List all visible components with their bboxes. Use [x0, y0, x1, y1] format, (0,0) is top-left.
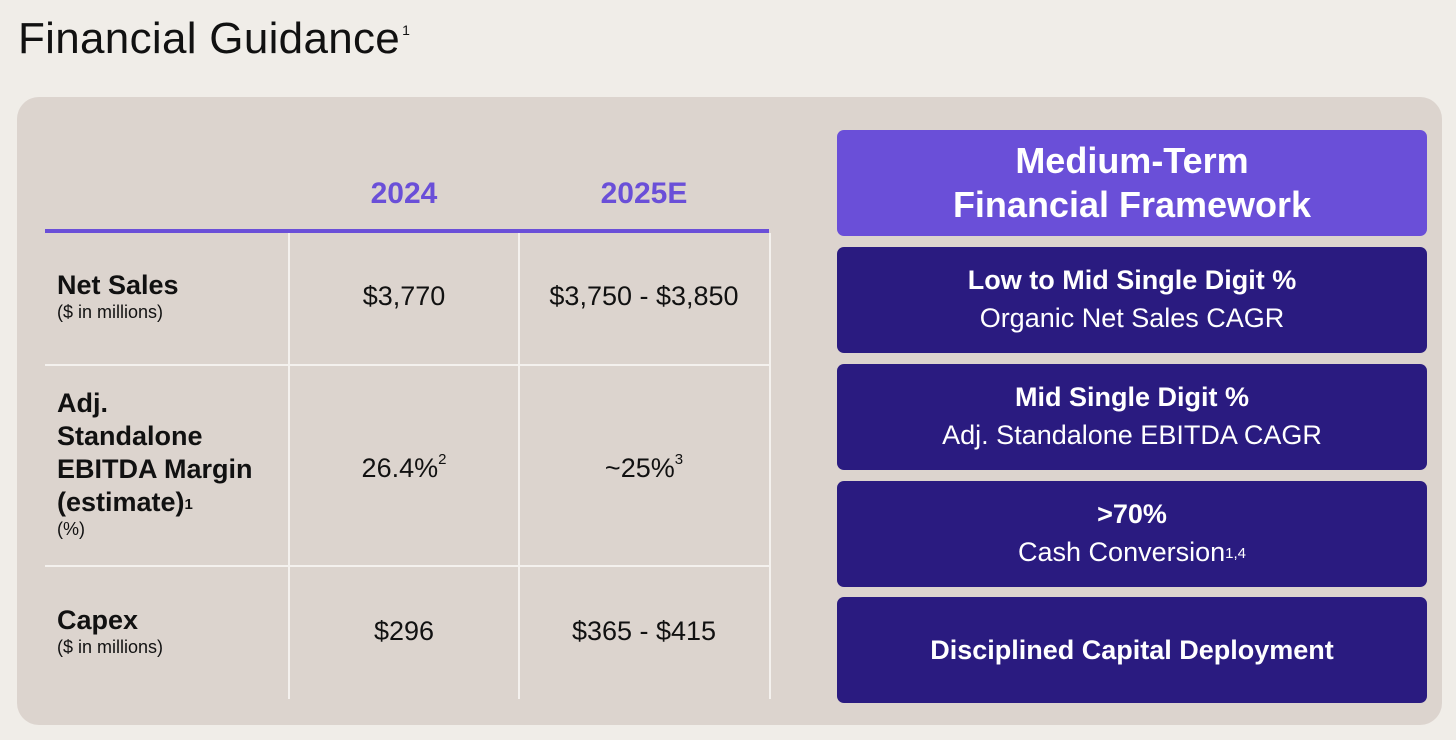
column-divider: [769, 233, 771, 699]
table-row-label: Net Sales ($ in millions): [57, 270, 179, 322]
title-footnote: 1: [402, 22, 411, 38]
footnote-marker: 2: [438, 451, 447, 468]
table-cell: 26.4%2: [361, 451, 447, 483]
row-unit: ($ in millions): [57, 302, 164, 322]
table-cell: $3,750 - $3,850: [549, 281, 739, 311]
row-unit: ($ in millions): [57, 637, 164, 657]
row-divider: [45, 565, 769, 567]
footnote-marker: 3: [674, 451, 684, 468]
framework-heading: Medium-Term Financial Framework: [837, 130, 1427, 236]
framework-item: Mid Single Digit % Adj. Standalone EBITD…: [837, 364, 1427, 470]
framework-item: Low to Mid Single Digit % Organic Net Sa…: [837, 247, 1427, 353]
header-divider: [45, 229, 769, 233]
page-title: Financial Guidance 1: [18, 14, 410, 64]
table-cell: $365 - $415: [571, 616, 717, 646]
column-divider: [518, 233, 520, 699]
footnote-marker: 1,4: [1225, 545, 1246, 562]
row-unit: (%): [57, 519, 85, 539]
table-cell: $3,770: [362, 281, 446, 311]
table-row-label: Adj. Standalone EBITDA Margin (estimate)…: [57, 388, 253, 539]
page-title-text: Financial Guidance: [18, 14, 401, 63]
table-cell: $296: [373, 616, 435, 646]
column-divider: [288, 233, 290, 699]
table-cell: ~25%3: [604, 451, 684, 483]
framework-item: Disciplined Capital Deployment: [837, 597, 1427, 703]
footnote-marker: 1: [184, 496, 193, 513]
framework-item: >70% Cash Conversion1,4: [837, 481, 1427, 587]
guidance-table: 2024 2025E Net Sales ($ in millions) $3,…: [45, 97, 771, 725]
column-header-2025e: 2025E: [600, 177, 688, 210]
guidance-panel: 2024 2025E Net Sales ($ in millions) $3,…: [17, 97, 1442, 725]
table-row-label: Capex ($ in millions): [57, 605, 164, 657]
column-header-2024: 2024: [370, 177, 438, 210]
row-divider: [45, 364, 769, 366]
